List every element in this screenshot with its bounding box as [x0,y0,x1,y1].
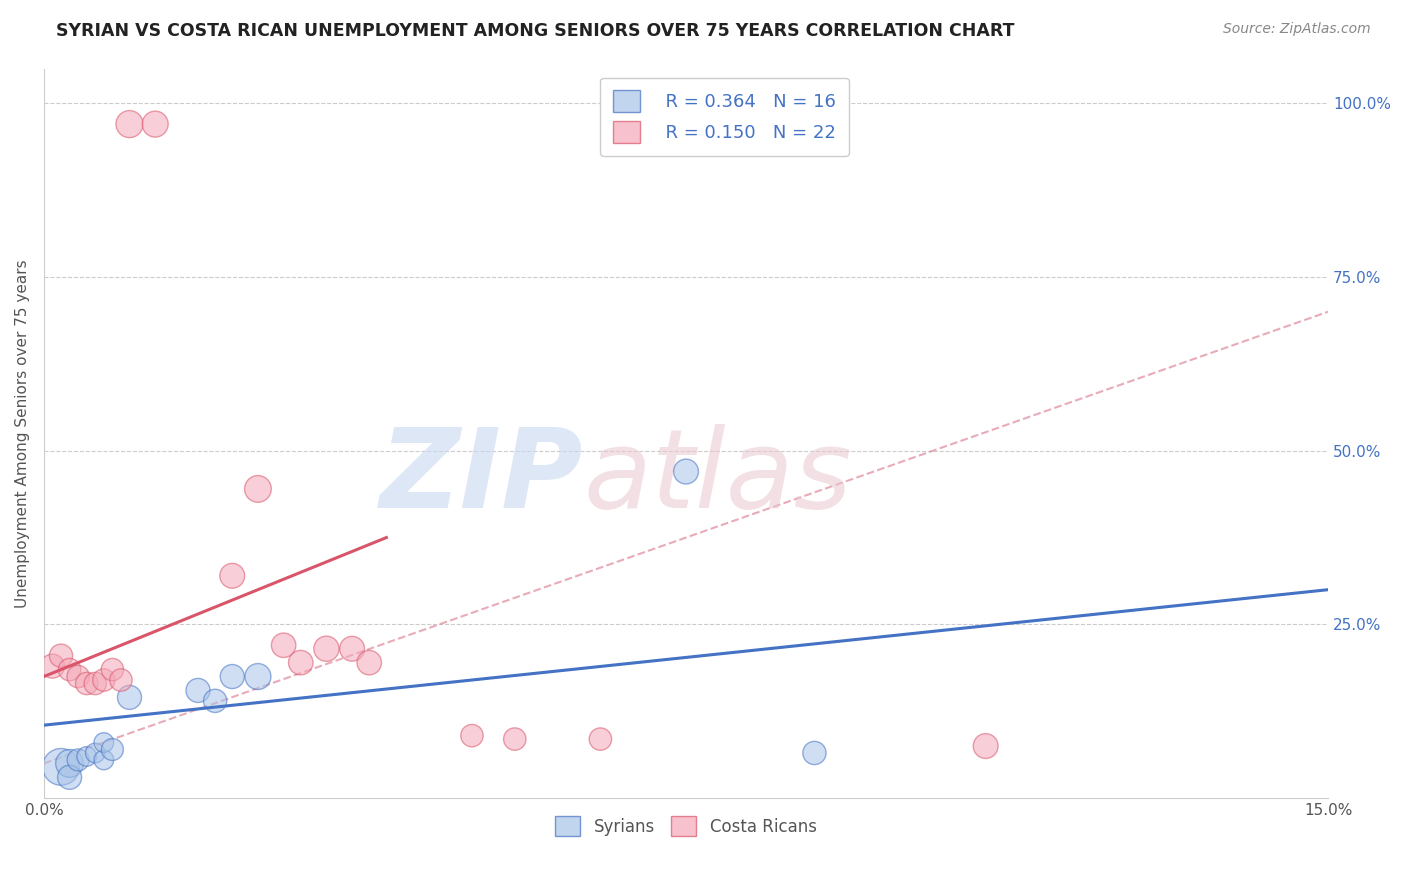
Legend: Syrians, Costa Ricans: Syrians, Costa Ricans [547,807,825,845]
Point [76,676,98,690]
Point [93,753,115,767]
Point [315,641,337,656]
Point [461,729,484,743]
Point [58,770,80,784]
Point [58,756,80,771]
Point [290,656,312,670]
Point [340,641,363,656]
Point [93,735,115,749]
Point [84,676,107,690]
Y-axis label: Unemployment Among Seniors over 75 years: Unemployment Among Seniors over 75 years [15,259,30,607]
Point [84,746,107,760]
Point [204,694,226,708]
Point [101,663,124,677]
Point [273,638,295,652]
Point [221,568,243,582]
Point [221,669,243,683]
Point [67,753,90,767]
Text: atlas: atlas [583,424,852,531]
Point [143,117,166,131]
Point [118,690,141,705]
Point [589,732,612,747]
Point [58,663,80,677]
Point [49,648,72,663]
Point [110,673,132,687]
Point [675,465,697,479]
Text: Source: ZipAtlas.com: Source: ZipAtlas.com [1223,22,1371,37]
Text: ZIP: ZIP [380,424,583,531]
Point [41,659,63,673]
Point [93,673,115,687]
Point [187,683,209,698]
Point [974,739,997,753]
Point [359,656,381,670]
Point [246,669,269,683]
Point [76,749,98,764]
Text: SYRIAN VS COSTA RICAN UNEMPLOYMENT AMONG SENIORS OVER 75 YEARS CORRELATION CHART: SYRIAN VS COSTA RICAN UNEMPLOYMENT AMONG… [56,22,1015,40]
Point [118,117,141,131]
Point [503,732,526,747]
Point [803,746,825,760]
Point [246,482,269,496]
Point [67,669,90,683]
Point [101,742,124,756]
Point [49,760,72,774]
